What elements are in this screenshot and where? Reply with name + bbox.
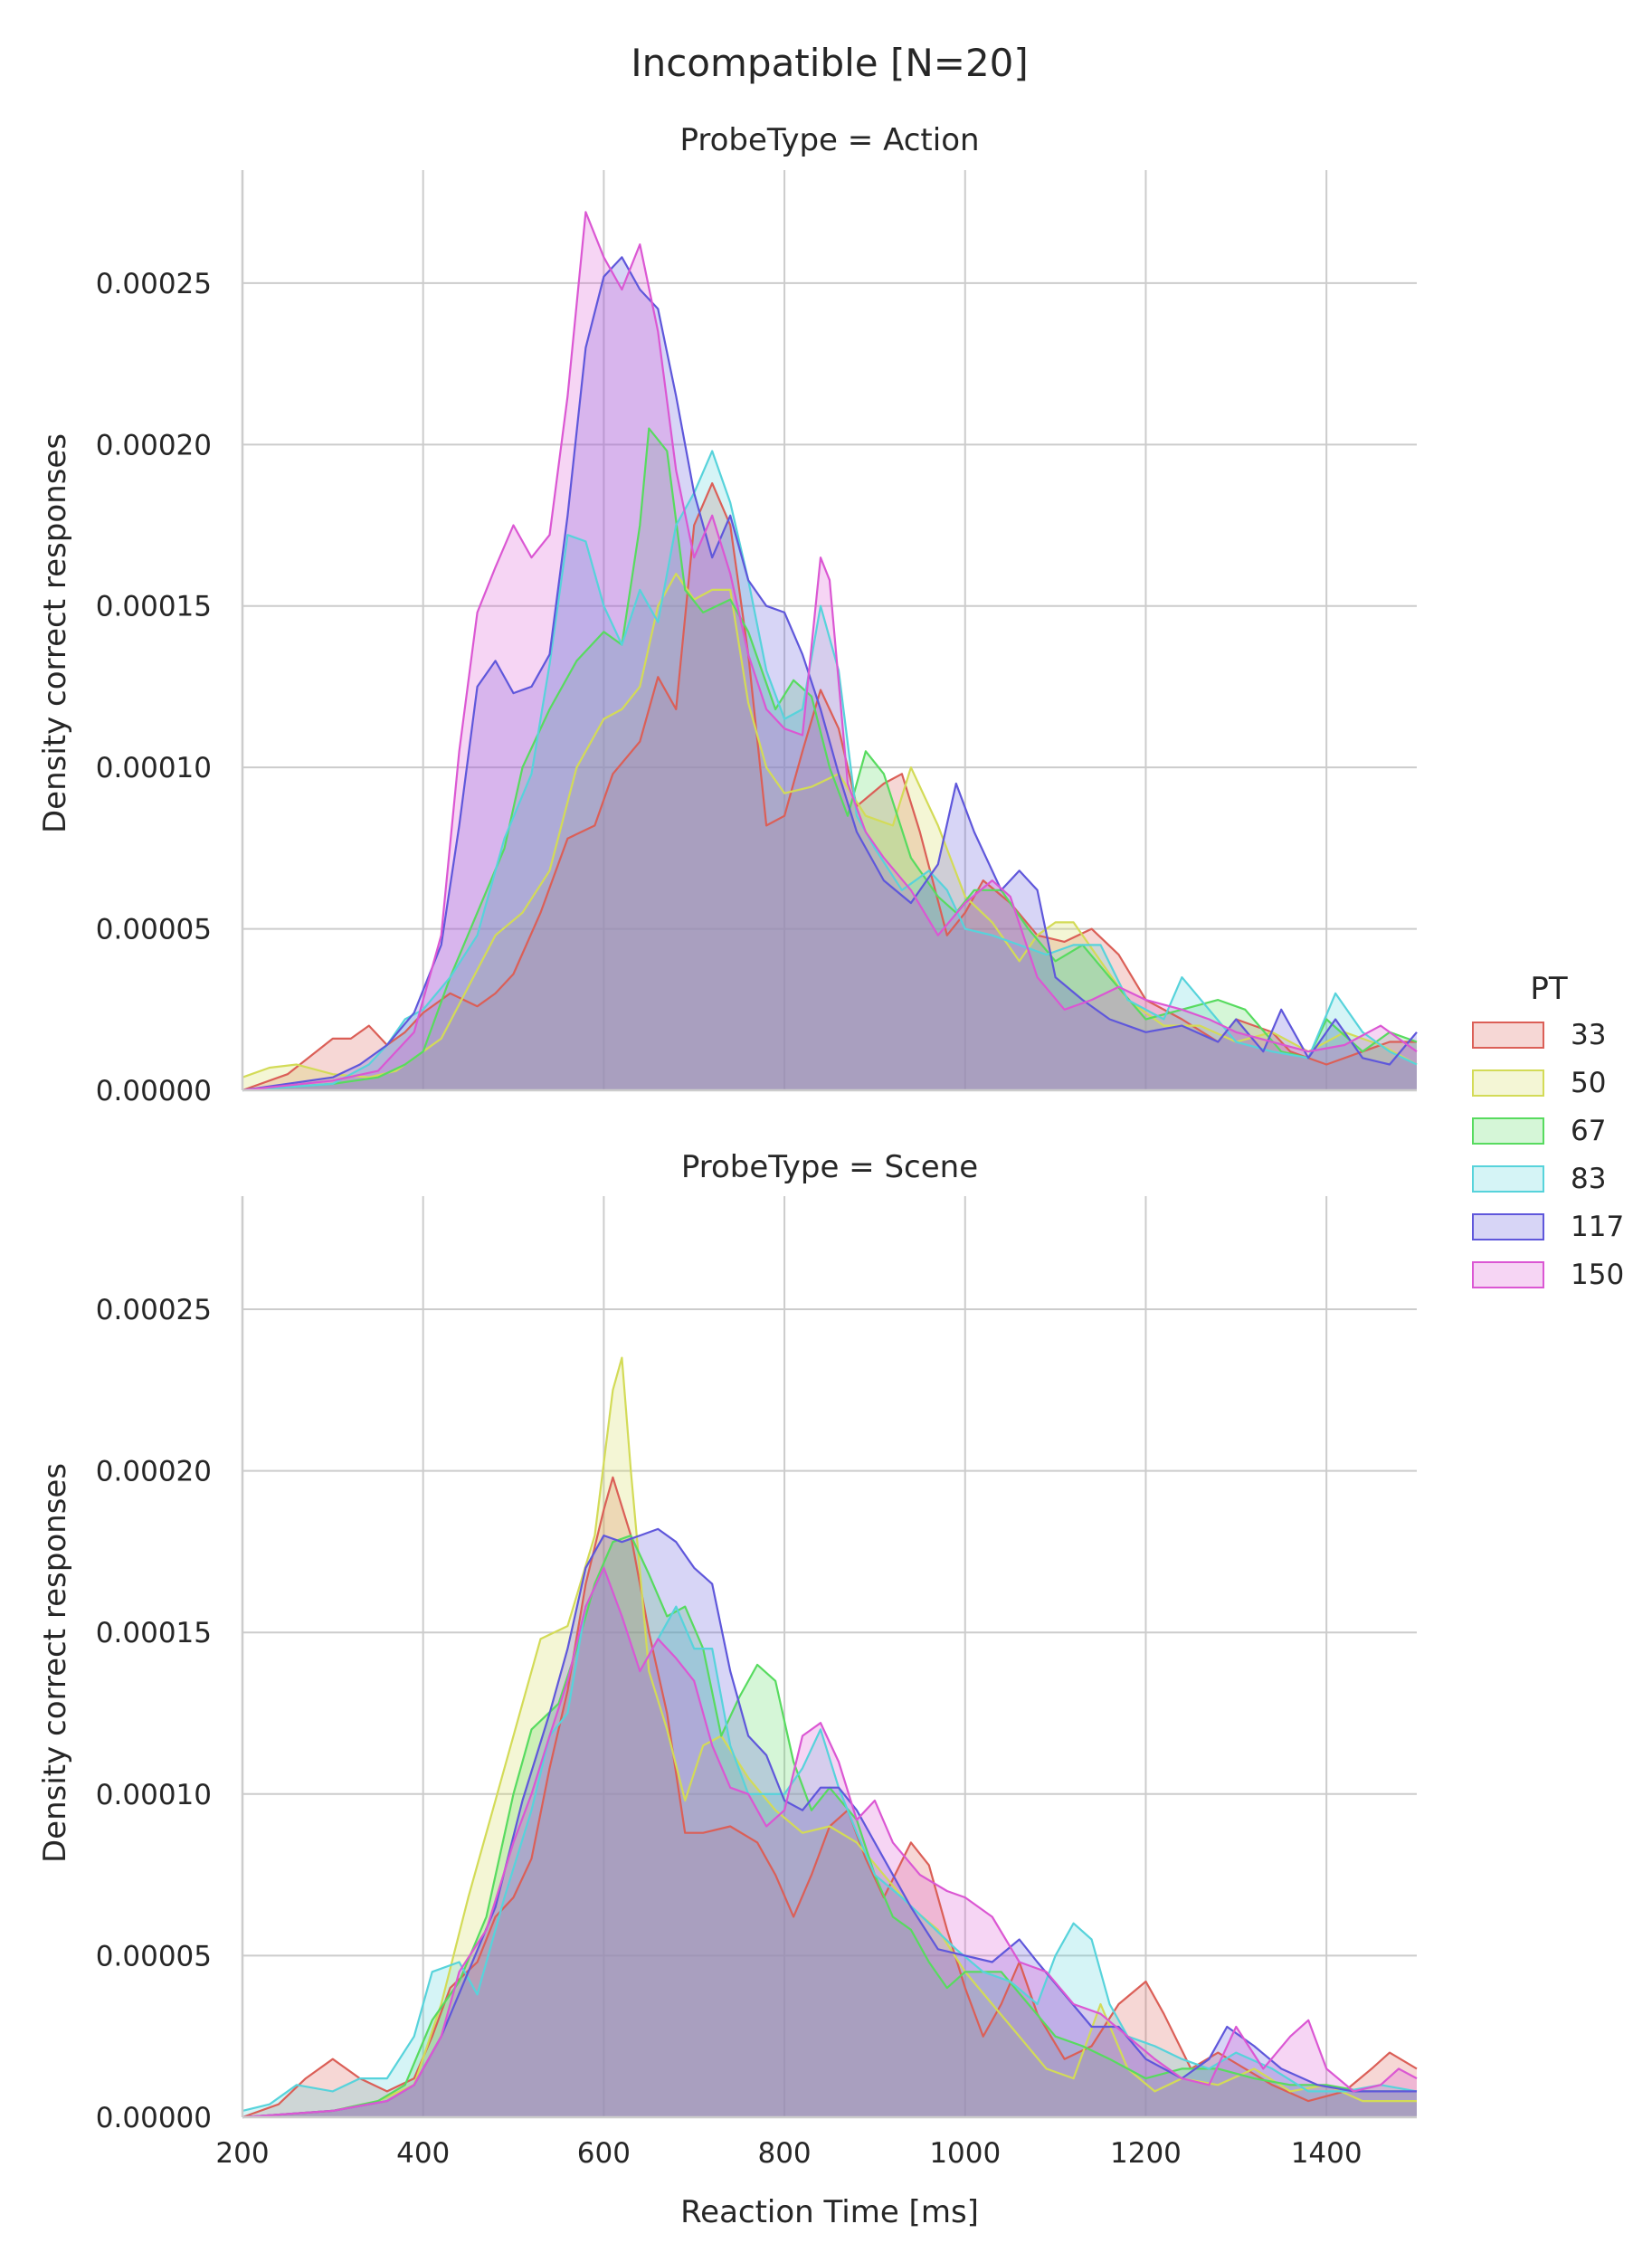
x-tick-label: 400 — [396, 2137, 450, 2170]
y-tick-labels: 0.00000 0.00005 0.00010 0.00015 0.00020 0.000… — [96, 1294, 212, 2134]
density-line-pt-50 — [242, 573, 1418, 1079]
legend-swatch-pt-50 — [1472, 1069, 1544, 1097]
density-area-pt-117 — [242, 257, 1417, 1090]
legend-label-pt-117: 117 — [1571, 1211, 1624, 1243]
y-tick-label: 0.00020 — [96, 429, 212, 461]
density-area-pt-150 — [242, 212, 1417, 1090]
legend-label-pt-83: 83 — [1571, 1163, 1606, 1195]
y-tick-label: 0.00025 — [96, 268, 212, 300]
x-tick-label: 600 — [577, 2137, 631, 2170]
y-tick-label: 0.00010 — [96, 1779, 212, 1811]
y-tick-label: 0.00020 — [96, 1456, 212, 1488]
gridlines — [242, 170, 1417, 1091]
density-area-pt-50 — [242, 1357, 1417, 2117]
density-line-pt-83 — [242, 1566, 1418, 2112]
density-area-pt-117 — [242, 1528, 1417, 2117]
legend-title: PT — [1530, 971, 1568, 1007]
x-tick-label: 1200 — [1110, 2137, 1182, 2170]
y-tick-label: 0.00005 — [96, 914, 212, 946]
legend-label-pt-50: 50 — [1571, 1067, 1606, 1099]
density-line-pt-67 — [242, 427, 1418, 1092]
density-area-pt-50 — [242, 574, 1417, 1090]
legend-swatch-pt-83 — [1472, 1165, 1544, 1193]
y-tick-label: 0.00025 — [96, 1294, 212, 1326]
density-line-pt-33 — [242, 482, 1417, 1092]
density-area-pt-33 — [242, 1477, 1417, 2117]
x-tick-label: 800 — [757, 2137, 811, 2170]
density-line-pt-117 — [242, 1527, 1417, 2119]
density-line-pt-50 — [242, 1356, 1417, 2119]
legend-label-pt-150: 150 — [1571, 1259, 1624, 1291]
density-area-pt-83 — [242, 1567, 1417, 2117]
density-line-pt-117 — [242, 256, 1418, 1092]
legend: PT 33 50 67 83 117 150 — [1472, 971, 1624, 1291]
legend-swatch-pt-33 — [1472, 1022, 1544, 1049]
x-tick-label: 1400 — [1291, 2137, 1362, 2170]
legend-label-pt-33: 33 — [1571, 1019, 1606, 1051]
chart-title: Incompatible [N=20] — [631, 41, 1029, 85]
legend-swatch-pt-150 — [1472, 1261, 1544, 1288]
density-line-pt-150 — [242, 211, 1418, 1092]
density-line-pt-33 — [242, 1476, 1418, 2119]
density-line-pt-83 — [242, 450, 1418, 1092]
x-tick-label: 200 — [215, 2137, 269, 2170]
y-axis-label-action: Density correct responses — [37, 433, 73, 833]
axes — [241, 1196, 1417, 2119]
density-area-pt-150 — [242, 1567, 1417, 2117]
facet-title-scene: ProbeType = Scene — [681, 1149, 978, 1185]
density-area-pt-83 — [242, 451, 1417, 1090]
legend-swatch-pt-117 — [1472, 1213, 1544, 1240]
density-area-pt-33 — [242, 483, 1417, 1090]
density-line-pt-67 — [242, 1535, 1417, 2119]
density-lines — [242, 211, 1418, 1092]
y-tick-label: 0.00015 — [96, 591, 212, 623]
density-areas — [242, 212, 1417, 1090]
x-axis-label: Reaction Time [ms] — [680, 2194, 979, 2230]
y-tick-label: 0.00000 — [96, 2102, 212, 2134]
density-line-pt-150 — [242, 1566, 1418, 2119]
facet-panel-action: 0.00000 0.00005 0.00010 0.00015 0.00020 0.000… — [96, 170, 1418, 1107]
y-tick-label: 0.00015 — [96, 1617, 212, 1649]
density-lines — [242, 1356, 1418, 2119]
facet-panel-scene: 0.00000 0.00005 0.00010 0.00015 0.00020 0.000… — [96, 1196, 1418, 2170]
axes — [241, 170, 1417, 1092]
y-tick-label: 0.00005 — [96, 1940, 212, 1972]
y-axis-label-scene: Density correct responses — [37, 1463, 73, 1863]
legend-label-pt-67: 67 — [1571, 1115, 1606, 1147]
y-tick-labels: 0.00000 0.00005 0.00010 0.00015 0.00020 0.000… — [96, 268, 212, 1107]
y-tick-label: 0.00010 — [96, 752, 212, 784]
y-tick-label: 0.00000 — [96, 1075, 212, 1107]
facet-title-action: ProbeType = Action — [679, 122, 979, 158]
x-tick-labels: 200 400 600 800 1000 1200 1400 — [215, 2137, 1362, 2170]
x-tick-label: 1000 — [929, 2137, 1001, 2170]
legend-swatch-pt-67 — [1472, 1117, 1544, 1145]
